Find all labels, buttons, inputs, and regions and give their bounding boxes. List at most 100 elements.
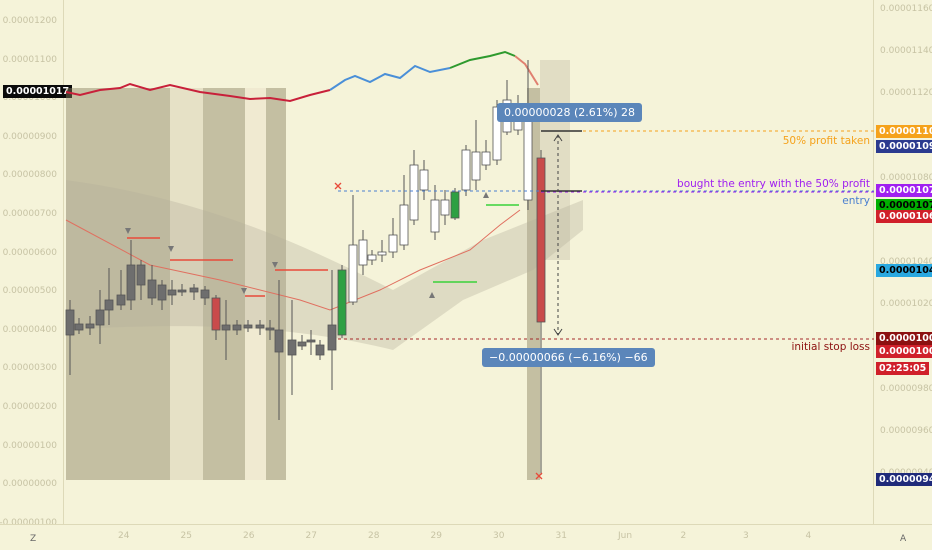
candle-body: [74, 323, 84, 331]
time-axis[interactable]: 24 25 26 27 28 29 30 31 Jun 2 3 4: [0, 524, 932, 550]
candle-body: [147, 279, 157, 299]
left-price-axis[interactable]: 0.00001200 0.00001100 0.00001000 0.00000900…: [0, 0, 73, 528]
right-axis-tick: 0.00001020: [880, 299, 932, 310]
signal-triangle: [125, 228, 131, 234]
auto-scale-button[interactable]: A: [900, 534, 907, 544]
candle-body: [377, 251, 387, 256]
annotation-initial-stop-loss: initial stop loss: [791, 341, 870, 353]
price-badge: 0.00001076: [876, 184, 932, 197]
signal-triangle: [429, 292, 435, 298]
right-axis-tick: 0.00001120: [880, 88, 932, 99]
candle-body: [388, 234, 398, 253]
candle-body: [348, 244, 358, 303]
right-axis-tick: 0.00001080: [880, 172, 932, 183]
candle-body: [274, 329, 284, 353]
left-axis-tick: 0.00000500: [2, 286, 57, 297]
session-shade: [245, 88, 266, 480]
date-tick: 24: [118, 531, 130, 541]
candle-body: [315, 344, 325, 356]
candle-body: [265, 327, 275, 331]
session-shade: [266, 88, 286, 480]
signal-triangle: [272, 262, 278, 268]
left-axis-tick: 0.00001200: [2, 16, 57, 26]
x-marker: [334, 182, 342, 190]
candle-body: [232, 324, 242, 331]
left-axis-tick: 0.00000900: [2, 131, 57, 142]
zoom-button[interactable]: Z: [30, 534, 37, 544]
candle-body: [189, 287, 199, 293]
candle-body: [461, 149, 471, 191]
left-axis-tick: 0.00001000: [2, 93, 57, 104]
candle-body: [523, 111, 533, 201]
candle-body: [536, 157, 546, 323]
date-tick: 25: [180, 531, 192, 541]
right-axis-tick: 0.00001160: [880, 4, 932, 14]
envelope-line-end: [514, 55, 539, 86]
price-badge: 0.00001104: [876, 125, 932, 138]
envelope-line-red: [65, 82, 331, 103]
measure-tooltip-upper: 0.00000028 (2.61%) 28: [497, 103, 643, 122]
candle-body: [157, 284, 167, 301]
right-axis-tick: 0.00000960: [880, 426, 932, 436]
date-tick: 30: [493, 531, 505, 541]
candle-body: [95, 309, 105, 326]
measure-arrowhead-down: [553, 328, 563, 336]
x-marker: [535, 472, 543, 480]
left-axis-tick: 0.00000400: [2, 324, 57, 335]
candle-body: [367, 254, 377, 261]
envelope-line-blue: [329, 64, 451, 91]
envelope-line-green: [449, 50, 516, 69]
candle-body: [471, 151, 481, 181]
signal-triangle: [483, 192, 489, 198]
candle-body: [167, 289, 177, 296]
candle-body: [399, 204, 409, 246]
candle-body: [327, 324, 337, 351]
left-axis-tick: -0.00000100: [0, 517, 57, 528]
annotation-profit-taken: 50% profit taken: [782, 135, 870, 147]
annotation-entry: entry: [842, 195, 870, 207]
candle-body: [440, 199, 450, 216]
candle-body: [65, 309, 75, 336]
date-tick: Jun: [618, 531, 633, 541]
candle-body: [430, 199, 440, 233]
price-badge: 0.00001009: [876, 332, 932, 345]
candle-body: [200, 289, 210, 299]
candle-body: [116, 294, 126, 306]
signal-triangle: [241, 288, 247, 294]
date-tick: 31: [555, 531, 567, 541]
right-axis-tick: 0.00001140: [880, 46, 932, 57]
date-tick: 4: [805, 531, 812, 541]
right-axis-tick: 0.00001040: [880, 257, 932, 268]
price-badge: 02:25:05: [876, 362, 930, 375]
right-price-axis[interactable]: 0.000011600.000011400.000011200.00001100…: [873, 0, 932, 525]
annotation-bought-entry: bought the entry with the 50% profit: [677, 178, 870, 190]
price-badge: 0.00001040: [876, 264, 932, 277]
left-axis-tick: 0.00000000: [2, 479, 57, 490]
candle-body: [243, 324, 253, 329]
price-badge: 0.00001097: [876, 140, 932, 153]
price-badge: 0.00000945: [876, 473, 932, 486]
candle-body: [287, 339, 297, 356]
session-shade: [170, 88, 203, 480]
price-plot[interactable]: [63, 0, 874, 525]
price-badge: 0.00001003: [876, 345, 932, 358]
date-tick: 27: [305, 531, 317, 541]
candle-body: [255, 324, 265, 329]
date-tick: 2: [680, 531, 687, 541]
signal-triangle: [168, 246, 174, 252]
candle-body: [358, 239, 368, 266]
left-axis-tick: 0.00000300: [2, 363, 57, 374]
candle-body: [297, 341, 307, 347]
measure-tooltip-lower: −0.00000066 (−6.16%) −66: [482, 348, 655, 367]
candle-body: [136, 264, 146, 286]
candle-body: [126, 264, 136, 301]
candle-body: [409, 164, 419, 221]
indicator-cloud: [66, 180, 583, 350]
candle-body: [450, 191, 460, 219]
candle-body: [211, 297, 221, 331]
left-axis-tick: 0.00000800: [2, 170, 57, 181]
candle-body: [419, 169, 429, 191]
date-tick: 26: [243, 531, 255, 541]
candle-body: [306, 339, 316, 343]
